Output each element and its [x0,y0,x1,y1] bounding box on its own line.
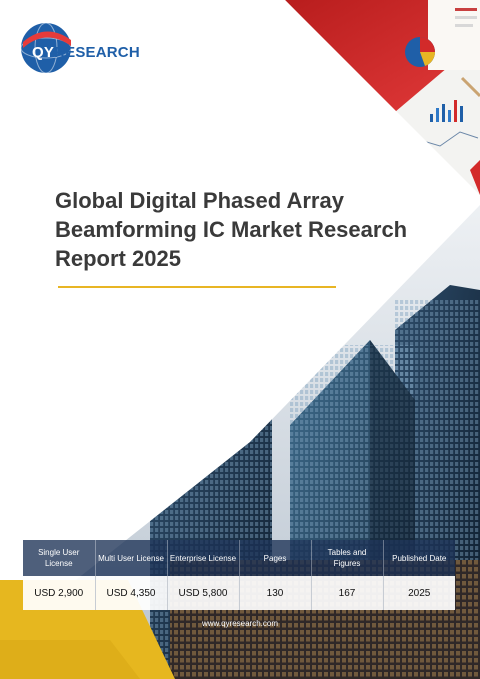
enterprise-price: USD 5,800 [166,576,239,610]
logo-mark: QY [32,44,55,61]
table-header-row: Single User License Multi User License E… [23,540,455,576]
website-url: www.qyresearch.com [201,619,279,628]
table-row: USD 2,900 USD 4,350 USD 5,800 130 167 20… [23,576,455,610]
header-single-user-license: Single User License [23,540,95,576]
logo-wordmark: QYRESEARCH [32,44,140,61]
logo-rest: RESEARCH [54,44,140,61]
published-date-value: 2025 [382,576,455,610]
yellow-accent-shade [0,640,140,679]
header-enterprise-license: Enterprise License [166,540,239,576]
title-underline [58,286,336,288]
tables-figures-value: 167 [310,576,383,610]
globe-icon [20,22,72,74]
header-pages: Pages [238,540,311,576]
header-tables-and-figures: Tables and Figures [310,540,383,576]
qyresearch-logo [19,20,149,74]
red-corner-accent [470,160,480,195]
business-charts-photo [285,0,480,195]
pages-value: 130 [238,576,311,610]
single-user-price: USD 2,900 [23,576,95,610]
header-published-date: Published Date [382,540,455,576]
header-multi-user-license: Multi User License [94,540,167,576]
license-info-table: Single User License Multi User License E… [23,540,455,610]
multi-user-price: USD 4,350 [94,576,167,610]
report-title: Global Digital Phased Array Beamforming … [55,188,408,271]
